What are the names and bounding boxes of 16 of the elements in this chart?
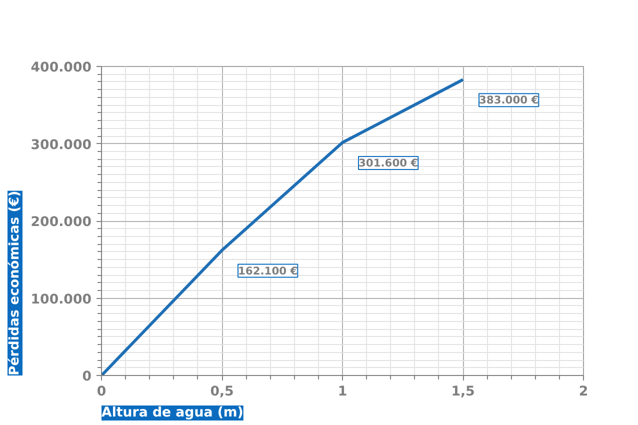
data-label: 383.000 € xyxy=(479,94,539,107)
x-tick-label: 2 xyxy=(578,384,588,400)
x-tick-label: 0,5 xyxy=(210,384,234,400)
y-tick-label: 100.000 xyxy=(30,292,92,308)
line-series xyxy=(102,78,464,376)
y-axis-title: Pérdidas económicas (€) xyxy=(8,190,22,376)
x-axis-title: Altura de agua (m) xyxy=(102,406,244,420)
y-tick-label: 200.000 xyxy=(30,215,92,230)
x-tick-label: 1,5 xyxy=(451,384,475,400)
data-label: 301.600 € xyxy=(358,156,418,170)
x-tick-label: 1 xyxy=(338,384,348,400)
y-tick-label: 0 xyxy=(82,370,92,384)
y-tick-label: 300.000 xyxy=(30,138,92,153)
y-tick-label: 400.000 xyxy=(30,60,92,76)
data-label: 162.100 € xyxy=(238,264,298,278)
x-tick-label: 0 xyxy=(96,384,106,400)
